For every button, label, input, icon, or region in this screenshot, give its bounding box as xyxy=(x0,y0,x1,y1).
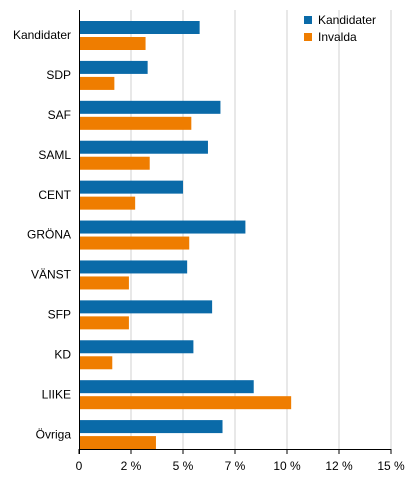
category-label: SAF xyxy=(48,108,71,122)
x-tick-labels: 0 2 % 5 % 7 % 10 % 12 % 15 % xyxy=(76,459,405,473)
category-label: VÄNST xyxy=(31,268,72,282)
bars xyxy=(79,21,292,450)
bar-invalda xyxy=(79,116,192,130)
x-tick-label: 2 % xyxy=(121,459,142,473)
category-label: LIIKE xyxy=(42,387,71,401)
category-label: SDP xyxy=(46,68,71,82)
x-tick-label: 5 % xyxy=(173,459,194,473)
x-tick-label: 15 % xyxy=(377,459,405,473)
legend-swatch-invalda xyxy=(304,33,312,41)
bar-kandidater xyxy=(79,180,183,194)
x-tick-label: 0 xyxy=(76,459,83,473)
category-label: Kandidater xyxy=(13,28,71,42)
bar-invalda xyxy=(79,316,129,330)
bar-invalda xyxy=(79,156,150,170)
bar-kandidater xyxy=(79,140,208,154)
bar-invalda xyxy=(79,196,136,210)
bar-invalda xyxy=(79,396,292,410)
bar-kandidater xyxy=(79,420,223,434)
x-tick-label: 12 % xyxy=(325,459,353,473)
category-labels: Kandidater SDP SAF SAML CENT GRÖNA VÄNST SFP KD L… xyxy=(13,28,72,441)
legend-swatch-kandidater xyxy=(304,16,312,24)
bar-kandidater xyxy=(79,260,188,274)
category-label: GRÖNA xyxy=(27,228,71,242)
category-label: Övriga xyxy=(36,427,72,441)
bar-invalda xyxy=(79,436,156,450)
bar-kandidater xyxy=(79,60,148,74)
category-label: SAML xyxy=(38,148,71,162)
bar-invalda xyxy=(79,356,113,370)
legend-label-invalda: Invalda xyxy=(318,30,357,44)
legend: Kandidater Invalda xyxy=(304,13,376,44)
category-label: KD xyxy=(54,347,71,361)
bar-kandidater xyxy=(79,380,254,394)
bar-kandidater xyxy=(79,100,221,114)
bar-invalda xyxy=(79,37,146,50)
bar-kandidater xyxy=(79,21,200,34)
x-tick-label: 10 % xyxy=(273,459,301,473)
axes xyxy=(78,10,392,454)
bar-invalda xyxy=(79,276,129,290)
category-label: SFP xyxy=(48,308,71,322)
legend-label-kandidater: Kandidater xyxy=(318,13,376,27)
bar-invalda xyxy=(79,76,115,90)
category-label: CENT xyxy=(38,188,71,202)
bar-kandidater xyxy=(79,340,194,354)
x-tick-label: 7 % xyxy=(225,459,246,473)
bar-invalda xyxy=(79,236,190,250)
bar-kandidater xyxy=(79,300,213,314)
bar-kandidater xyxy=(79,220,246,234)
